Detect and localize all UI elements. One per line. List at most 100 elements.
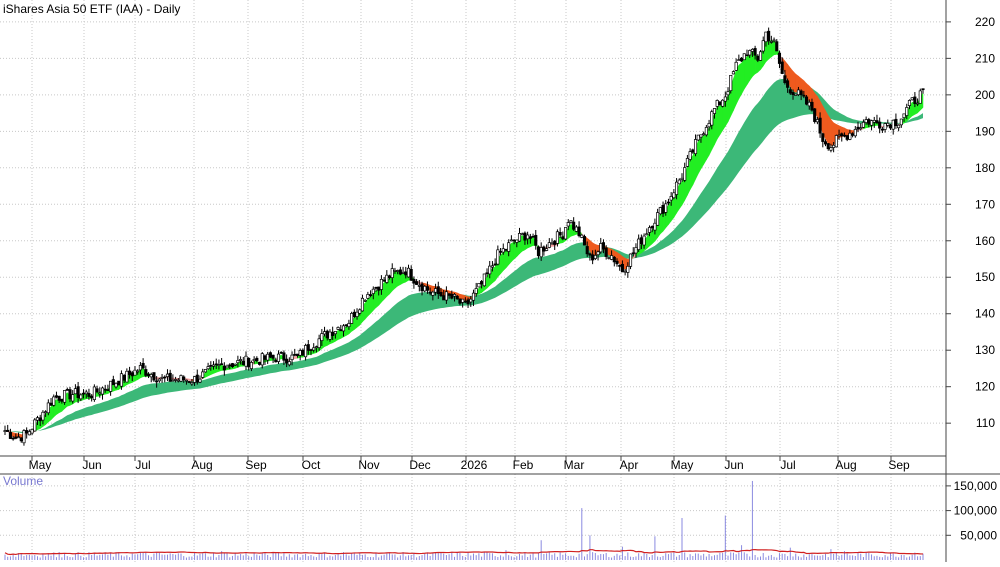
candle-body (14, 436, 18, 439)
candle-body (355, 311, 359, 317)
candle-body (480, 281, 484, 285)
candle-body (455, 295, 459, 300)
candle-body (878, 121, 882, 129)
candle-body (813, 108, 817, 122)
candle-body (314, 346, 318, 349)
candle-body (550, 242, 554, 245)
candle-body (539, 247, 543, 258)
candle-body (748, 50, 752, 56)
time-tick-label: Feb (513, 458, 534, 472)
candle-body (829, 147, 833, 151)
candle-body (125, 370, 129, 383)
time-tick-label: Dec (409, 458, 430, 472)
candle-body (117, 380, 121, 386)
candle-body (471, 292, 476, 301)
candle-body (41, 411, 45, 421)
candle-body (661, 205, 665, 214)
short-term-ma-band-segment (738, 62, 742, 100)
candle-body (301, 349, 305, 356)
candle-body (436, 286, 440, 295)
candle-body (637, 238, 641, 250)
time-tick-label: Apr (620, 458, 639, 472)
candle-body (190, 382, 194, 385)
short-term-ma-band-segment (367, 296, 371, 317)
price-tick-label: 150 (975, 270, 995, 284)
candle-body (293, 353, 297, 356)
candle-body (656, 212, 660, 226)
candle-body (152, 372, 156, 381)
candle-body (236, 360, 240, 364)
candle-body (805, 96, 809, 105)
candle-body (580, 234, 584, 238)
candle-body (100, 387, 105, 395)
time-tick-label: Jul (780, 458, 795, 472)
candle-body (298, 350, 302, 356)
candle-body (902, 113, 906, 118)
candle-body (907, 100, 912, 106)
candle-body (203, 369, 207, 373)
time-tick-label: Jun (82, 458, 101, 472)
time-tick-label: Sep (245, 458, 267, 472)
candle-body (60, 398, 64, 402)
chart-title: iShares Asia 50 ETF (IAA) - Daily (3, 2, 180, 16)
candle-body (247, 358, 251, 368)
candle-body (114, 382, 118, 388)
candle-body (6, 429, 10, 432)
candle-body (691, 149, 695, 153)
candle-body (452, 294, 457, 297)
candle-body (415, 281, 419, 285)
price-tick-label: 130 (975, 343, 995, 357)
candle-body (322, 331, 327, 335)
candle-body (290, 354, 294, 361)
candle-body (458, 298, 462, 304)
candle-body (534, 234, 538, 246)
candle-body (268, 352, 272, 358)
candle-body (582, 236, 587, 246)
candle-body (823, 141, 828, 145)
candle-body (542, 246, 546, 252)
candle-body (851, 133, 855, 136)
volume-bars (4, 480, 924, 560)
candle-body (401, 271, 405, 274)
candle-body (282, 352, 286, 361)
candle-body (767, 30, 771, 42)
candle-body (360, 297, 365, 312)
candle-body (369, 294, 373, 297)
candle-body (859, 127, 863, 130)
short-term-ma-band-segment (825, 109, 829, 144)
candle-body (428, 291, 432, 294)
candle-body (918, 90, 922, 104)
candle-body (193, 376, 197, 383)
time-tick-label: May (29, 458, 52, 472)
candle-body (19, 437, 23, 442)
candle-body (106, 389, 110, 391)
candle-body (241, 360, 245, 365)
candle-body (46, 402, 50, 414)
candle-body (263, 355, 267, 360)
candle-body (252, 359, 256, 362)
candle-body (821, 133, 825, 142)
candle-body (149, 374, 153, 378)
candle-body (618, 265, 622, 267)
candle-body (834, 135, 838, 148)
candle-body (702, 133, 706, 136)
candle-body (913, 96, 917, 104)
candle-body (894, 118, 898, 127)
candle-body (431, 291, 435, 296)
candle-body (257, 362, 262, 365)
candle-body (677, 179, 681, 185)
candle-body (566, 222, 570, 227)
candle-body (528, 236, 532, 239)
candle-body (669, 196, 673, 201)
candle-body (517, 233, 522, 242)
short-term-ma-band-segment (746, 52, 750, 86)
candle-body (393, 269, 397, 272)
candle-body (366, 294, 370, 299)
candle-body (593, 255, 597, 259)
candle-body (750, 48, 754, 52)
candle-body (87, 393, 91, 397)
candle-body (650, 226, 654, 229)
candle-body (745, 54, 749, 57)
candle-body (553, 240, 557, 245)
